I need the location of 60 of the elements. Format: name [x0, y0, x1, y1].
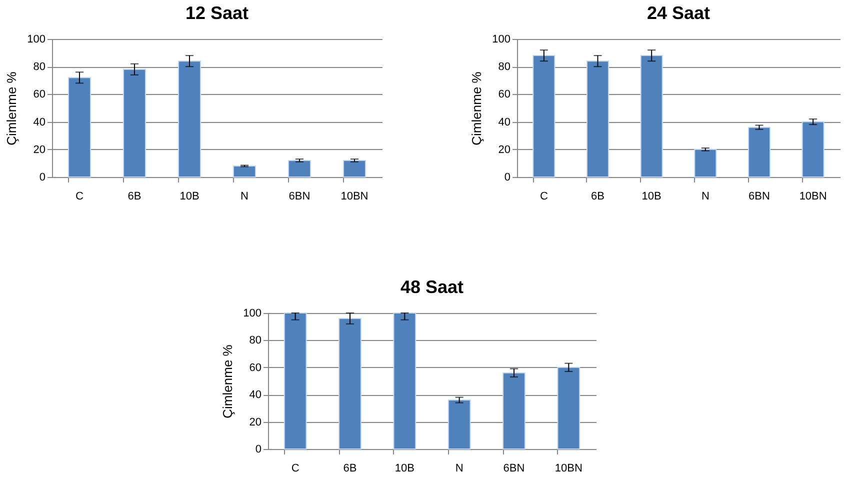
x-tick-label: 10BN: [799, 190, 827, 202]
bar: [640, 55, 663, 178]
chart-title: 12 Saat: [185, 3, 249, 23]
bar: [68, 77, 91, 178]
chart-title: 24 Saat: [646, 3, 710, 23]
y-tick-label: 0: [255, 444, 262, 456]
y-tick-label: 100: [492, 34, 510, 46]
chart-title: 48 Saat: [400, 277, 464, 297]
y-axis-title: Çimlenme %: [469, 71, 484, 146]
y-tick-label: 80: [33, 61, 46, 74]
bar: [178, 60, 201, 178]
y-tick-label: 60: [249, 362, 262, 374]
x-tick-label: N: [240, 190, 249, 202]
bar: [694, 148, 717, 178]
bar: [233, 165, 256, 178]
y-tick-label: 0: [504, 172, 510, 184]
x-tick-label: 10BN: [554, 462, 582, 474]
bar: [586, 60, 610, 178]
y-tick-label: 60: [498, 88, 510, 101]
bar: [284, 312, 307, 450]
x-tick-label: 6B: [591, 190, 604, 202]
y-tick-label: 20: [33, 144, 46, 156]
x-tick-label: 6B: [343, 462, 357, 474]
y-tick-label: 80: [498, 61, 510, 74]
y-axis-title: Çimlenme %: [220, 344, 236, 418]
bar: [343, 160, 366, 178]
y-tick-label: 100: [27, 34, 46, 46]
x-tick-label: 6B: [128, 190, 142, 202]
y-tick-label: 40: [33, 116, 46, 128]
x-tick-label: 6BN: [288, 190, 310, 202]
x-tick-label: 6BN: [748, 190, 770, 202]
x-tick-label: N: [701, 190, 710, 202]
y-tick-label: 20: [498, 144, 510, 156]
x-tick-label: N: [455, 462, 464, 474]
y-axis-title: Çimlenme %: [4, 71, 20, 146]
bar: [393, 312, 416, 450]
bar: [802, 121, 824, 178]
y-tick-label: 100: [243, 308, 262, 320]
y-tick-label: 40: [498, 116, 510, 128]
y-tick-label: 20: [249, 416, 262, 428]
bar: [748, 126, 771, 178]
bar: [532, 55, 556, 178]
x-tick-label: 10B: [180, 190, 200, 202]
y-tick-label: 60: [33, 88, 46, 101]
bar: [448, 400, 471, 450]
x-tick-label: 10BN: [340, 190, 368, 202]
x-tick-label: 10B: [394, 462, 414, 474]
x-tick-label: C: [291, 462, 300, 474]
y-tick-label: 40: [249, 389, 262, 402]
y-tick-label: 80: [249, 334, 262, 347]
bar: [123, 68, 146, 178]
x-tick-label: 10B: [642, 190, 662, 202]
bar: [557, 366, 580, 450]
x-tick-label: 6BN: [503, 462, 525, 474]
y-tick-label: 0: [39, 172, 46, 184]
x-tick-label: C: [76, 190, 84, 202]
bar: [338, 318, 362, 450]
bar: [288, 160, 311, 178]
x-tick-label: C: [540, 190, 548, 202]
bar: [502, 372, 526, 450]
